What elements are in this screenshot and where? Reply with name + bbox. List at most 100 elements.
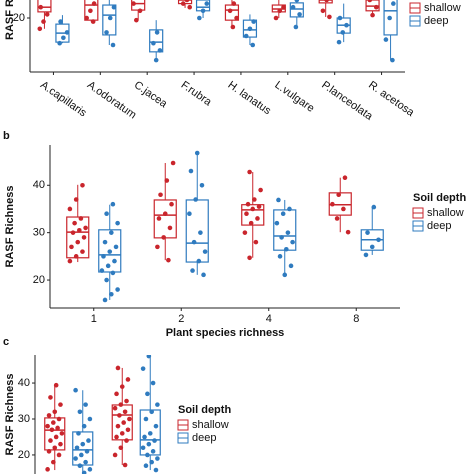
point — [72, 220, 77, 226]
point — [53, 434, 59, 440]
point — [99, 268, 105, 273]
y-tick-label: 20 — [13, 12, 25, 24]
point — [369, 244, 375, 250]
point — [118, 445, 124, 451]
point — [109, 291, 114, 297]
point — [191, 239, 197, 245]
point — [158, 192, 163, 198]
point — [365, 230, 370, 235]
point — [58, 441, 63, 447]
point — [48, 395, 53, 400]
x-tick-label: 1 — [91, 313, 97, 325]
point — [59, 431, 65, 436]
y-tick-label: 20 — [33, 274, 45, 286]
point — [169, 201, 174, 207]
point — [149, 409, 154, 415]
point — [277, 8, 283, 14]
y-axis-label: RASF Richness — [4, 374, 16, 456]
point — [80, 182, 85, 188]
point — [290, 239, 295, 245]
point — [162, 211, 168, 217]
point — [345, 229, 351, 235]
legend-label: shallow — [192, 419, 229, 431]
point — [204, 1, 210, 6]
point — [243, 33, 249, 39]
point — [81, 470, 87, 474]
point — [145, 452, 150, 458]
point — [258, 187, 263, 193]
point — [336, 192, 341, 198]
point — [115, 365, 121, 371]
point — [242, 230, 248, 235]
point — [167, 225, 173, 231]
plot-area — [66, 150, 384, 303]
point — [91, 1, 97, 6]
point — [117, 413, 122, 418]
point — [297, 12, 302, 17]
point — [373, 4, 379, 10]
point — [187, 4, 193, 10]
point — [121, 420, 126, 425]
point — [110, 42, 116, 48]
point — [155, 456, 160, 461]
box — [102, 4, 117, 36]
point — [199, 182, 205, 188]
point — [166, 257, 171, 263]
point — [46, 449, 52, 454]
point — [105, 263, 111, 269]
point — [330, 201, 335, 207]
point — [73, 456, 78, 461]
point — [149, 459, 154, 465]
x-tick-label: 4 — [266, 313, 272, 325]
point — [230, 24, 236, 30]
point — [77, 409, 83, 415]
point — [150, 449, 156, 454]
plot-area — [44, 355, 161, 474]
point — [52, 445, 58, 451]
point — [84, 15, 89, 21]
point — [155, 402, 160, 407]
point — [107, 15, 113, 21]
point — [285, 230, 291, 235]
box — [149, 29, 164, 53]
point — [80, 249, 85, 254]
point — [119, 431, 125, 436]
point — [293, 24, 299, 30]
point — [250, 206, 256, 212]
point — [194, 150, 200, 156]
point — [187, 211, 192, 217]
point — [247, 255, 252, 261]
point — [88, 8, 93, 14]
point — [67, 258, 73, 264]
point — [390, 57, 395, 63]
point — [56, 452, 62, 458]
point — [190, 268, 195, 273]
point — [197, 15, 202, 21]
legend-label: shallow — [427, 207, 464, 219]
point — [202, 249, 208, 254]
point — [391, 1, 396, 6]
point — [188, 168, 194, 174]
point — [161, 235, 166, 240]
point — [87, 416, 93, 422]
point — [87, 467, 93, 472]
point — [371, 204, 377, 210]
point — [253, 239, 259, 245]
legend-label: deep — [427, 220, 451, 232]
legend-label: shallow — [424, 2, 461, 14]
point — [115, 423, 121, 429]
point — [67, 206, 73, 212]
point — [83, 402, 88, 407]
point — [248, 220, 254, 226]
point — [193, 197, 198, 202]
point — [274, 220, 280, 226]
point — [122, 462, 128, 468]
point — [124, 438, 129, 443]
point — [75, 239, 81, 245]
point — [383, 37, 389, 42]
point — [77, 463, 83, 469]
point — [245, 201, 251, 207]
point — [112, 452, 118, 458]
point — [81, 423, 87, 429]
point — [125, 377, 131, 382]
